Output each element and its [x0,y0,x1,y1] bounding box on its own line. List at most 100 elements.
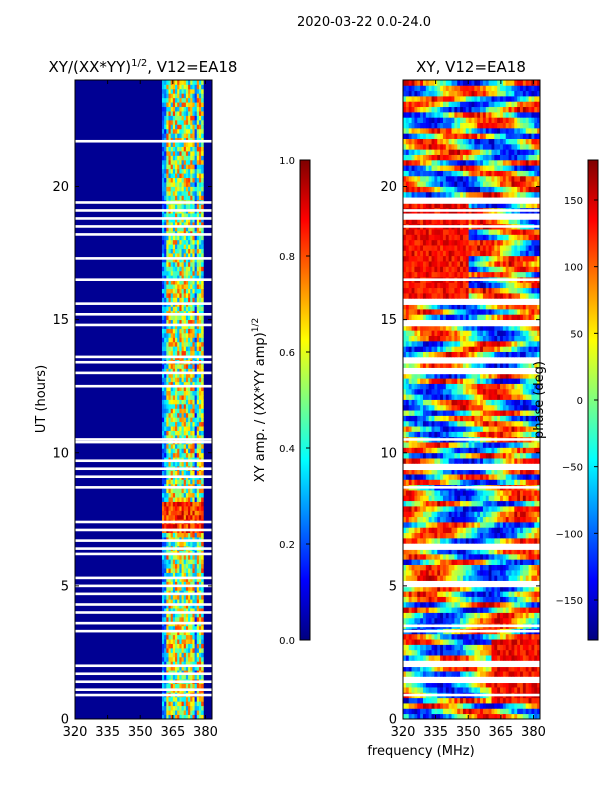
phase-cell [405,601,410,608]
amplitude-cell [172,705,176,711]
amplitude-cell [172,84,176,90]
phase-cell [462,601,467,608]
amplitude-cell [172,151,176,156]
phase-cell [437,591,441,597]
phase-cell [431,585,435,592]
phase-cell [494,575,498,581]
amplitude-cell [192,696,195,702]
amplitude-cell [185,222,189,227]
phase-cell [405,649,410,656]
phase-cell [508,713,512,719]
phase-cell [451,607,455,613]
amplitude-cell [179,190,182,196]
amplitude-cell [190,226,193,232]
phase-cell [428,559,432,565]
phase-cell [440,687,444,693]
phase-cell [497,591,501,597]
phase-cell [525,617,529,624]
amplitude-cell [201,115,204,121]
phase-cell [502,649,507,656]
amplitude-cell [192,386,195,392]
phase-cell [425,575,430,581]
amplitude-cell [190,661,193,667]
phase-cell [411,697,415,704]
amplitude-cell [161,701,165,707]
phase-cell [528,479,532,486]
phase-cell [531,479,535,486]
amplitude-cell [198,554,202,560]
amplitude-cell [161,696,165,702]
amplitude-cell [201,656,204,662]
phase-cell [445,537,450,544]
amplitude-cell [170,683,174,689]
amplitude-cell [168,297,172,303]
amplitude-cell [188,142,191,147]
phase-cell [491,665,495,672]
phase-cell [465,601,470,608]
flagged-time-gap [75,672,212,676]
phase-cell [480,537,484,544]
phase-cell [471,474,475,480]
phase-cell [411,703,415,709]
amplitude-cell [181,319,185,325]
phase-cell [405,612,410,619]
amplitude-cell [164,554,167,560]
phase-cell [411,506,415,512]
amplitude-cell [168,714,172,719]
phase-cell [457,511,461,518]
phase-cell [520,697,524,704]
phase-cell [514,575,518,581]
phase-cell [434,559,438,565]
amplitude-cell [183,572,187,578]
flagged-time-gap [75,486,212,489]
phase-cell [522,500,527,507]
amplitude-cell [168,190,172,196]
amplitude-cell [196,217,200,223]
phase-cell [534,639,538,645]
amplitude-cell [161,124,165,130]
phase-cell [417,697,421,704]
phase-cell [480,591,484,597]
amplitude-cell [177,119,180,125]
amplitude-cell [185,279,189,285]
amplitude-cell [172,559,176,565]
amplitude-cell [179,616,182,622]
amplitude-cell [198,541,202,547]
amplitude-cell [177,377,180,383]
amplitude-cell [172,239,176,245]
phase-cell [422,708,427,715]
amplitude-cell [168,80,172,85]
amplitude-cell [179,293,182,298]
phase-cell [500,500,504,507]
amplitude-cell [164,173,167,179]
amplitude-cell [185,275,189,281]
amplitude-cell [177,261,180,267]
amplitude-cell [161,266,165,272]
amplitude-panel: XY/(XX*YY)1/2, V12=EA18 320 335 350 365 3800… [34,58,237,740]
amplitude-cell [198,421,202,427]
amplitude-cell [168,705,172,711]
phase-cell [465,495,470,502]
amplitude-cell [185,332,189,338]
amplitude-cell [192,195,195,201]
amplitude-cell [161,270,165,276]
phase-cell [488,490,492,496]
phase-cell [445,591,450,597]
amplitude-cell [196,297,200,303]
amplitude-cell [168,594,172,600]
amplitude-cell [170,443,174,449]
amplitude-cell [161,350,165,356]
amplitude-cell [177,430,180,436]
amplitude-cell [177,581,180,587]
phase-cell [445,458,450,464]
amplitude-cell [170,426,174,431]
amplitude-cell [172,532,176,538]
phase-cell [508,665,512,672]
phase-cell [454,612,458,619]
amplitude-cell [190,563,193,569]
amplitude-cell [177,332,180,338]
phase-cell [485,713,490,719]
phase-cell [522,644,527,651]
phase-cell [514,479,518,486]
amplitude-cell [198,102,202,108]
